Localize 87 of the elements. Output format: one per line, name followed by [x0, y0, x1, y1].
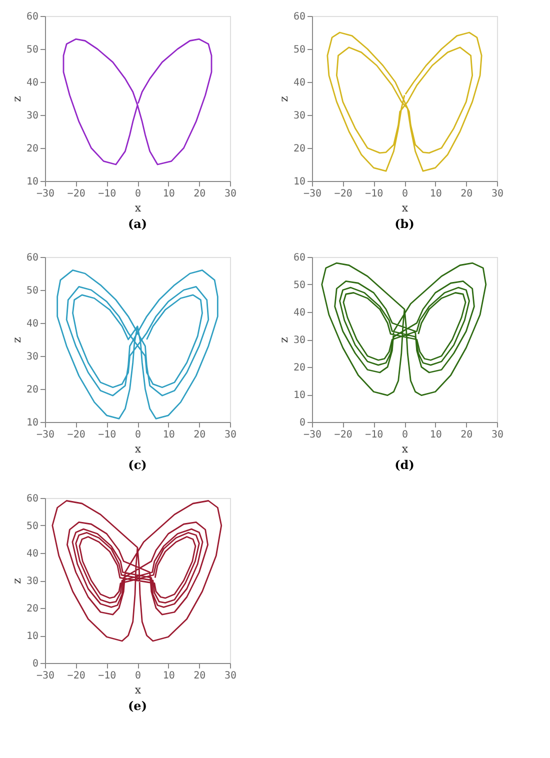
x-tick-label: 20 [460, 188, 473, 200]
y-tick-label: 20 [26, 144, 38, 154]
y-axis-title: z [277, 96, 290, 102]
x-tick-label: 20 [194, 430, 206, 440]
x-tick-label: −30 [36, 430, 55, 440]
text: (b) [394, 217, 414, 231]
x-axis-title: x [134, 684, 142, 696]
text: (d) [394, 458, 414, 472]
x-tick-label: −20 [67, 188, 86, 200]
x-tick-label: 0 [134, 430, 142, 440]
x-tick-label: 0 [402, 430, 408, 440]
x-tick-label: −10 [98, 670, 116, 682]
y-tick-label: 60 [26, 494, 38, 504]
x-tick-label: 20 [194, 670, 206, 682]
y-tick-label: 10 [293, 390, 306, 401]
y-tick-label: 40 [26, 318, 38, 330]
line-series [62, 38, 212, 166]
y-axis-title: z [10, 96, 24, 102]
x-tick-label: 10 [162, 670, 175, 682]
y-tick-label: 50 [26, 44, 38, 56]
text: (e) [128, 699, 147, 713]
x-tick-label: −20 [334, 430, 352, 440]
x-tick-label: 30 [224, 670, 237, 682]
x-tick-label: −10 [98, 188, 116, 200]
y-tick-label: 40 [26, 548, 38, 560]
y-tick-label: 30 [26, 576, 38, 587]
y-tick-label: 50 [293, 280, 306, 291]
x-tick-label: −30 [36, 188, 55, 200]
x-tick-label: 20 [460, 430, 473, 440]
line-series [321, 262, 487, 396]
x-tick-label: −20 [67, 670, 86, 682]
x-tick-label: −10 [365, 430, 384, 440]
x-tick-label: 30 [491, 188, 504, 200]
text: (a) [128, 217, 148, 231]
x-tick-label: 30 [224, 430, 237, 440]
x-tick-label: 20 [194, 188, 206, 200]
y-tick-label: 10 [26, 631, 38, 642]
y-tick-label: 0 [299, 418, 306, 428]
y-tick-label: 0 [32, 658, 38, 670]
x-tick-label: 10 [162, 430, 175, 440]
x-axis-title: x [402, 202, 409, 214]
y-tick-label: 60 [293, 12, 306, 22]
x-tick-label: 30 [491, 430, 504, 440]
x-axis-title: x [134, 202, 142, 214]
y-tick-label: 20 [293, 144, 306, 154]
text: (c) [128, 458, 147, 472]
y-tick-label: 20 [26, 604, 38, 614]
y-tick-label: 10 [293, 176, 306, 188]
x-tick-label: −30 [303, 188, 322, 200]
x-tick-label: −10 [365, 188, 384, 200]
y-tick-label: 10 [26, 418, 38, 428]
x-tick-label: 30 [224, 188, 237, 200]
x-axis-title: x [134, 442, 142, 456]
y-tick-label: 20 [26, 384, 38, 396]
x-tick-label: −30 [303, 430, 322, 440]
x-tick-label: −30 [36, 670, 55, 682]
x-tick-label: −20 [334, 188, 352, 200]
y-tick-label: 40 [293, 78, 306, 88]
line-series [52, 500, 222, 642]
y-tick-label: 50 [293, 44, 306, 56]
y-axis-title: z [277, 336, 290, 343]
x-tick-label: 0 [134, 670, 142, 682]
y-tick-label: 50 [26, 521, 38, 532]
x-tick-label: 10 [162, 188, 175, 200]
y-tick-label: 40 [26, 78, 38, 88]
y-tick-label: 30 [26, 110, 38, 122]
y-tick-label: 30 [293, 335, 306, 346]
x-axis-title: x [402, 442, 409, 456]
line-series [326, 32, 482, 172]
y-axis-title: z [10, 336, 24, 343]
x-tick-label: −20 [67, 430, 86, 440]
x-tick-label: 10 [430, 430, 442, 440]
y-tick-label: 60 [293, 252, 306, 264]
y-tick-label: 60 [26, 252, 38, 264]
line-series [56, 270, 218, 420]
y-tick-label: 60 [26, 12, 38, 22]
y-tick-label: 40 [293, 308, 306, 318]
y-tick-label: 50 [26, 286, 38, 296]
y-tick-label: 10 [26, 176, 38, 188]
x-tick-label: 0 [402, 188, 408, 200]
y-tick-label: 30 [293, 110, 306, 122]
y-tick-label: 20 [293, 362, 306, 374]
y-tick-label: 30 [26, 352, 38, 362]
y-axis-title: z [10, 578, 24, 584]
x-tick-label: 10 [430, 188, 442, 200]
x-tick-label: −10 [98, 430, 116, 440]
x-tick-label: 0 [134, 188, 142, 200]
